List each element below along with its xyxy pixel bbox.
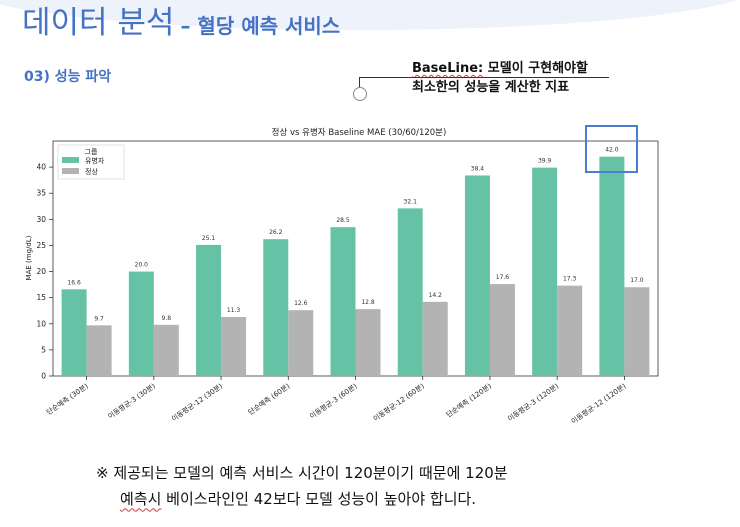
bar-value-label: 32.1 bbox=[404, 198, 418, 205]
bar-patient bbox=[196, 245, 221, 376]
x-axis: 단순예측 (30분) 이동평균-3 (30분) 이동평균-12 (30분) 단순예측 … bbox=[45, 376, 628, 426]
y-tick-label: 20 bbox=[36, 267, 46, 276]
legend-swatch-normal bbox=[62, 168, 79, 174]
x-tick-label: 이동평균-3 (120분) bbox=[506, 381, 561, 423]
bar-normal bbox=[356, 309, 381, 376]
bar-value-label: 26.2 bbox=[269, 229, 283, 236]
bar-normal bbox=[490, 284, 515, 376]
bar-value-label: 9.8 bbox=[162, 315, 172, 322]
slide-title: 데이터 분석 – 혈당 예측 서비스 bbox=[22, 6, 340, 39]
y-axis: 0 5 10 15 20 25 30 35 40 bbox=[36, 163, 53, 381]
x-tick-label: 이동평균-12 (60분) bbox=[371, 381, 426, 423]
bar-normal bbox=[154, 325, 179, 376]
bar-normal bbox=[557, 286, 582, 376]
y-tick-label: 10 bbox=[36, 319, 46, 328]
x-tick-label: 이동평균-3 (60분) bbox=[308, 381, 359, 421]
footnote-line-1: ※ 제공되는 모델의 예측 서비스 시간이 120분이기 때문에 120분 bbox=[96, 460, 508, 486]
bar-normal bbox=[624, 287, 649, 376]
legend-swatch-patient bbox=[62, 157, 79, 163]
legend-label-normal: 정상 bbox=[85, 167, 98, 176]
y-tick-label: 5 bbox=[41, 345, 46, 354]
x-tick-label: 이동평균-12 (120분) bbox=[569, 381, 627, 426]
footnote: ※ 제공되는 모델의 예측 서비스 시간이 120분이기 때문에 120분 예측… bbox=[96, 460, 508, 513]
slide-title-subtitle: – 혈당 예측 서비스 bbox=[180, 14, 340, 38]
legend-label-patient: 유병자 bbox=[85, 156, 105, 165]
x-tick-label: 이동평균-12 (30분) bbox=[170, 381, 225, 423]
bar-patient bbox=[532, 168, 557, 376]
bar-normal bbox=[221, 317, 246, 376]
bar-value-label: 17.0 bbox=[630, 277, 644, 284]
footnote-line-2-rest: 베이스라인인 42보다 모델 성능이 높아야 합니다. bbox=[161, 490, 476, 508]
bar-value-label: 28.5 bbox=[336, 217, 350, 224]
y-tick-label: 25 bbox=[36, 241, 46, 250]
baseline-highlight-box bbox=[585, 125, 638, 173]
mae-bar-chart: 정상 vs 유병자 Baseline MAE (30/60/120분) 0 5 10… bbox=[0, 0, 740, 450]
bar-patient bbox=[599, 157, 624, 376]
bar-value-label: 17.3 bbox=[563, 276, 577, 283]
bar-normal bbox=[423, 302, 448, 376]
bar-patient bbox=[62, 289, 87, 376]
bar-patient bbox=[129, 272, 154, 376]
bar-value-label: 17.6 bbox=[496, 274, 510, 281]
bar-value-label: 25.1 bbox=[202, 235, 216, 242]
footnote-emphasis: 예측시 bbox=[120, 490, 161, 508]
bar-value-label: 16.6 bbox=[67, 279, 81, 286]
bar-normal bbox=[288, 310, 313, 376]
bar-normal bbox=[87, 325, 112, 376]
y-axis-label: MAE (mg/dL) bbox=[25, 235, 33, 280]
chart-title: 정상 vs 유병자 Baseline MAE (30/60/120분) bbox=[272, 127, 447, 138]
chart-legend: 그룹 유병자 정상 bbox=[58, 145, 124, 179]
x-tick-label: 단순예측 (60분) bbox=[246, 381, 291, 417]
y-tick-label: 15 bbox=[36, 293, 46, 302]
slide-title-main: 데이터 분석 bbox=[22, 5, 174, 41]
bar-patient bbox=[398, 208, 423, 376]
y-tick-label: 40 bbox=[36, 163, 46, 172]
x-tick-label: 이동평균-3 (30분) bbox=[106, 381, 157, 421]
bar-patient bbox=[465, 175, 490, 376]
bar-value-label: 12.6 bbox=[294, 300, 308, 307]
bar-value-label: 20.0 bbox=[135, 262, 149, 269]
x-tick-label: 단순예측 (30분) bbox=[45, 381, 90, 417]
bar-value-label: 38.4 bbox=[471, 165, 485, 172]
bar-patient bbox=[263, 239, 288, 376]
legend-title: 그룹 bbox=[85, 148, 98, 156]
bar-value-label: 14.2 bbox=[429, 292, 443, 299]
bar-value-label: 11.3 bbox=[227, 307, 241, 314]
y-tick-label: 30 bbox=[36, 215, 46, 224]
bar-patient bbox=[331, 227, 356, 376]
bar-value-label: 12.8 bbox=[361, 299, 375, 306]
footnote-line-2: 예측시 베이스라인인 42보다 모델 성능이 높아야 합니다. bbox=[96, 486, 508, 512]
y-tick-label: 0 bbox=[41, 372, 46, 381]
bar-value-label: 9.7 bbox=[94, 315, 104, 322]
bar-value-label: 39.9 bbox=[538, 158, 552, 165]
y-tick-label: 35 bbox=[36, 189, 46, 198]
x-tick-label: 단순예측 (120분) bbox=[444, 381, 493, 419]
